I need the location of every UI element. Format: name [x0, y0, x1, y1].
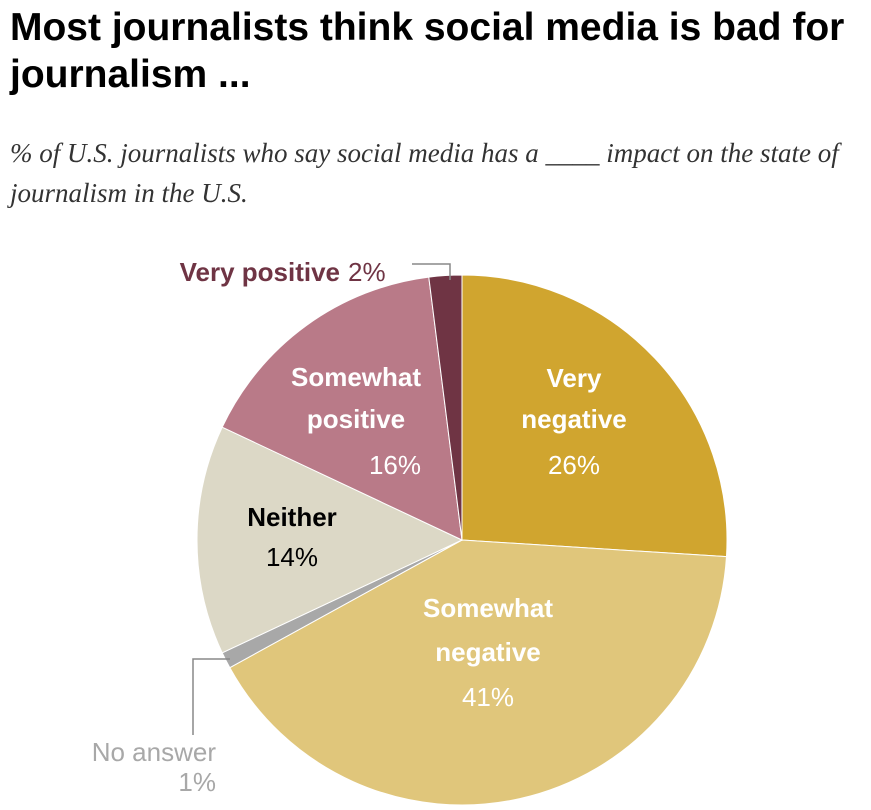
- leader-lines: [192, 263, 451, 735]
- pie-slice-neither: [196, 426, 464, 654]
- very-negative-label-line2: negative: [521, 404, 627, 434]
- very-negative-label-line1: Very: [547, 363, 602, 393]
- pie-slice-very-positive: [428, 274, 463, 541]
- no-answer-value-label: 1%: [178, 767, 216, 797]
- very-positive-value-label: 2%: [348, 257, 386, 287]
- no-answer-label: No answer: [92, 737, 217, 767]
- pie-slice-somewhat-positive: [221, 276, 463, 541]
- slice-labels: Very negative 26% Somewhat negative 41% …: [92, 257, 627, 797]
- neither-label: Neither: [247, 502, 337, 532]
- somewhat-negative-label-line1: Somewhat: [423, 593, 553, 623]
- chart-title: Most journalists think social media is b…: [10, 6, 845, 96]
- very-negative-value-label: 26%: [548, 450, 600, 480]
- somewhat-positive-value-label: 16%: [369, 450, 421, 480]
- no-answer-leader-line: [192, 658, 230, 735]
- very-positive-label: Very positive: [180, 257, 340, 287]
- slices-group: [196, 274, 728, 806]
- somewhat-negative-value-label: 41%: [462, 682, 514, 712]
- pie-slice-very-negative: [461, 274, 728, 558]
- somewhat-positive-label-line2: positive: [307, 404, 405, 434]
- somewhat-negative-label-line2: negative: [435, 637, 541, 667]
- pie-slice-somewhat-negative: [229, 539, 728, 806]
- neither-value-label: 14%: [266, 542, 318, 572]
- somewhat-positive-label-line1: Somewhat: [291, 362, 421, 392]
- chart-subtitle: % of U.S. journalists who say social med…: [10, 138, 839, 208]
- very-positive-leader-line: [412, 263, 451, 280]
